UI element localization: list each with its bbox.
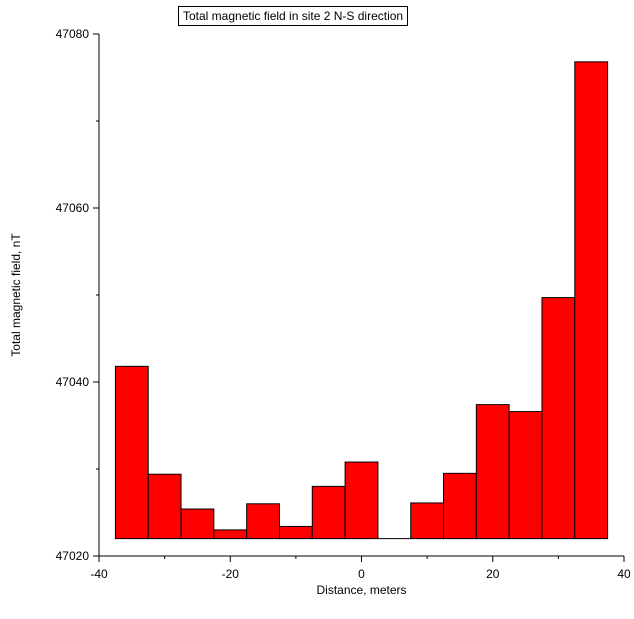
bars-group	[114, 61, 609, 540]
y-axis-label: Total magnetic field, nT	[9, 233, 23, 357]
bar-14	[574, 61, 609, 540]
bar-10	[443, 472, 477, 540]
bar-11	[475, 404, 510, 540]
bar-9	[410, 502, 445, 540]
x-tick-label: 20	[486, 567, 500, 581]
y-ticks-group: 47020 47040 47060 47080	[56, 27, 99, 563]
y-tick-label: 47040	[56, 375, 90, 389]
bar-7	[344, 461, 379, 540]
bar-3	[213, 529, 248, 540]
y-tick-label: 47020	[56, 549, 90, 563]
bar-4	[246, 503, 280, 540]
chart-title: Total magnetic field in site 2 N-S direc…	[178, 6, 409, 26]
x-axis-label: Distance, meters	[316, 583, 406, 597]
bar-1	[147, 473, 182, 540]
x-tick-label: -40	[90, 567, 108, 581]
bar-12	[508, 411, 543, 540]
bar-6	[311, 485, 346, 540]
y-tick-label: 47080	[56, 27, 90, 41]
bar-5	[278, 525, 313, 540]
x-tick-label: -20	[222, 567, 240, 581]
bar-2	[180, 508, 215, 540]
x-tick-label: 40	[617, 567, 631, 581]
x-ticks-group: -40 -20 0 20 40	[90, 556, 631, 581]
bar-0	[114, 365, 149, 540]
x-tick-label: 0	[358, 567, 365, 581]
y-tick-label: 47060	[56, 201, 90, 215]
bar-13	[541, 297, 576, 540]
